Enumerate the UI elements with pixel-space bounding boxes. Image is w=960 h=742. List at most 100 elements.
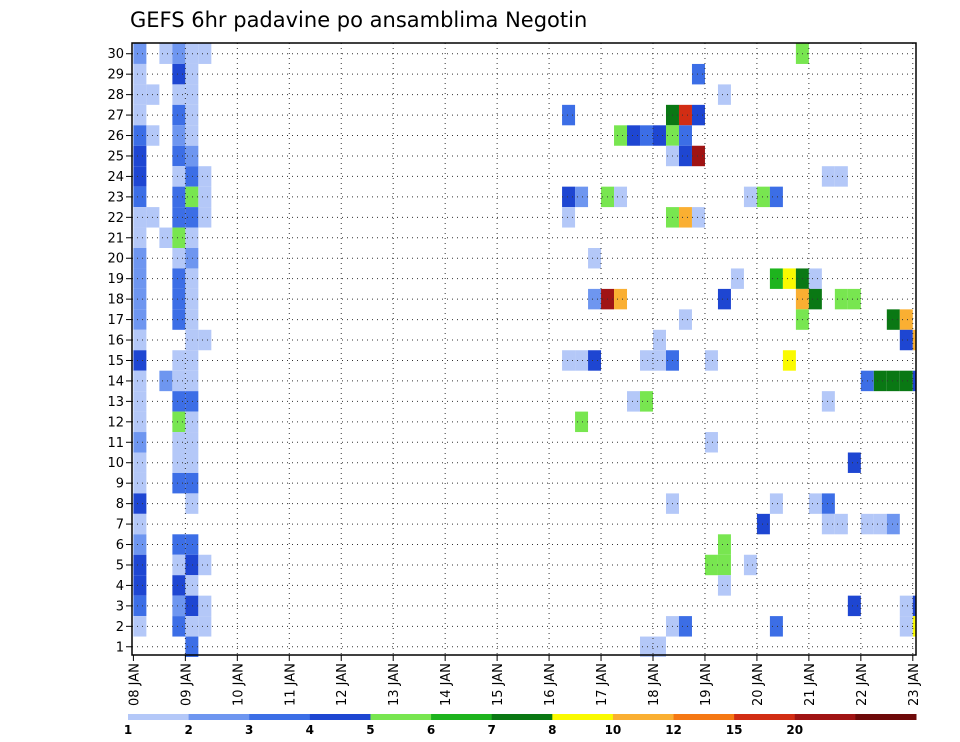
y-tick-label: 18 xyxy=(107,293,124,308)
heatmap-cell xyxy=(821,513,835,535)
heatmap-cell xyxy=(185,309,199,330)
y-tick-label: 5 xyxy=(116,558,124,573)
heatmap-cell xyxy=(198,329,212,351)
heatmap-cell xyxy=(562,350,576,371)
x-tick-label: 12 JAN xyxy=(335,663,350,706)
y-axis-ticks: 1234567891011121314151617181920212223242… xyxy=(107,47,132,655)
heatmap-cell xyxy=(588,350,602,371)
heatmap-cell xyxy=(185,43,199,64)
heatmap-cell xyxy=(808,288,822,310)
heatmap-cell xyxy=(769,493,783,514)
legend-label: 2 xyxy=(184,723,192,737)
y-tick-label: 9 xyxy=(116,477,124,492)
y-tick-label: 2 xyxy=(116,620,124,635)
heatmap-cell xyxy=(653,636,666,657)
y-tick-label: 12 xyxy=(107,415,124,430)
heatmap-cell xyxy=(588,248,602,269)
heatmap-cell xyxy=(133,350,147,371)
heatmap-cell xyxy=(133,472,147,494)
x-tick-label: 17 JAN xyxy=(595,663,610,706)
heatmap-cell xyxy=(172,248,186,269)
heatmap-cell xyxy=(821,166,835,187)
heatmap-cell xyxy=(172,452,186,473)
heatmap-cell xyxy=(172,268,186,289)
heatmap-cell xyxy=(172,554,186,576)
y-tick-label: 29 xyxy=(107,68,124,83)
x-tick-label: 16 JAN xyxy=(543,663,558,706)
x-tick-label: 21 JAN xyxy=(803,663,818,706)
heatmap-cell xyxy=(159,43,173,64)
heatmap-cell xyxy=(172,63,186,85)
heatmap-cell xyxy=(198,186,212,208)
heatmap-cell xyxy=(198,616,212,637)
heatmap-cell xyxy=(198,166,212,187)
legend-label: 20 xyxy=(786,723,803,737)
legend-label: 7 xyxy=(488,723,496,737)
heatmap-cell xyxy=(185,411,199,433)
y-tick-label: 24 xyxy=(107,170,124,185)
heatmap-cell xyxy=(172,288,186,310)
heatmap-cell xyxy=(172,534,186,555)
heatmap-cell xyxy=(133,309,147,330)
heatmap-cell xyxy=(185,432,199,453)
heatmap-cell xyxy=(678,125,692,146)
x-tick-label: 14 JAN xyxy=(439,663,454,706)
heatmap-cell xyxy=(912,329,916,351)
legend-label: 1 xyxy=(124,723,132,737)
heatmap-cell xyxy=(185,125,199,146)
heatmap-cell xyxy=(172,370,186,392)
x-tick-label: 13 JAN xyxy=(387,663,402,706)
x-axis-ticks: 08 JAN 09 JAN 10 JAN 11 JAN 12 JAN 13 JAN 14 J… xyxy=(127,655,922,706)
y-tick-label: 8 xyxy=(116,497,124,512)
heatmap-cell xyxy=(640,350,653,371)
heatmap-cell xyxy=(834,166,848,187)
heatmap-cells xyxy=(133,43,916,657)
legend-swatch xyxy=(552,714,614,720)
y-tick-label: 1 xyxy=(116,640,124,655)
heatmap-cell xyxy=(133,616,147,637)
heatmap-cell xyxy=(640,391,653,412)
legend-swatch xyxy=(249,714,311,720)
heatmap-cell xyxy=(133,411,147,433)
heatmap-cell xyxy=(912,370,916,392)
y-tick-label: 30 xyxy=(107,47,124,62)
heatmap-cell xyxy=(834,288,848,310)
heatmap-cell xyxy=(185,63,199,85)
heatmap-cell xyxy=(588,288,602,310)
heatmap-cell xyxy=(133,145,147,167)
heatmap-cell xyxy=(899,370,913,392)
legend-swatch xyxy=(794,714,856,720)
y-tick-label: 27 xyxy=(107,109,124,124)
y-tick-label: 6 xyxy=(116,538,124,553)
heatmap-cell xyxy=(691,104,705,126)
heatmap-cell xyxy=(133,513,147,535)
heatmap-cell xyxy=(743,186,757,208)
heatmap-cell xyxy=(756,513,770,535)
heatmap-cell xyxy=(782,350,796,371)
y-tick-label: 4 xyxy=(116,579,124,594)
heatmap-cell xyxy=(678,207,692,228)
heatmap-cell xyxy=(133,63,147,85)
legend-swatch xyxy=(612,714,675,720)
heatmap-cell xyxy=(133,534,147,555)
legend-label: 4 xyxy=(306,723,314,737)
heatmap-cell xyxy=(133,84,147,105)
x-tick-label: 18 JAN xyxy=(647,663,662,706)
heatmap-cell xyxy=(133,493,147,514)
y-tick-label: 14 xyxy=(107,374,124,389)
heatmap-cell xyxy=(847,288,861,310)
y-tick-label: 3 xyxy=(116,599,124,614)
heatmap-cell xyxy=(172,575,186,596)
x-tick-label: 08 JAN xyxy=(127,663,142,706)
heatmap-cell xyxy=(717,554,731,576)
heatmap-cell xyxy=(185,166,199,187)
heatmap-cell xyxy=(185,145,199,167)
heatmap-cell xyxy=(172,432,186,453)
legend-label: 15 xyxy=(726,723,743,737)
heatmap-cell xyxy=(873,370,887,392)
legend-swatch xyxy=(128,714,190,720)
legend-swatch xyxy=(370,714,432,720)
heatmap-cell xyxy=(133,432,147,453)
grid-lines xyxy=(132,43,916,655)
heatmap-cell xyxy=(133,43,147,64)
